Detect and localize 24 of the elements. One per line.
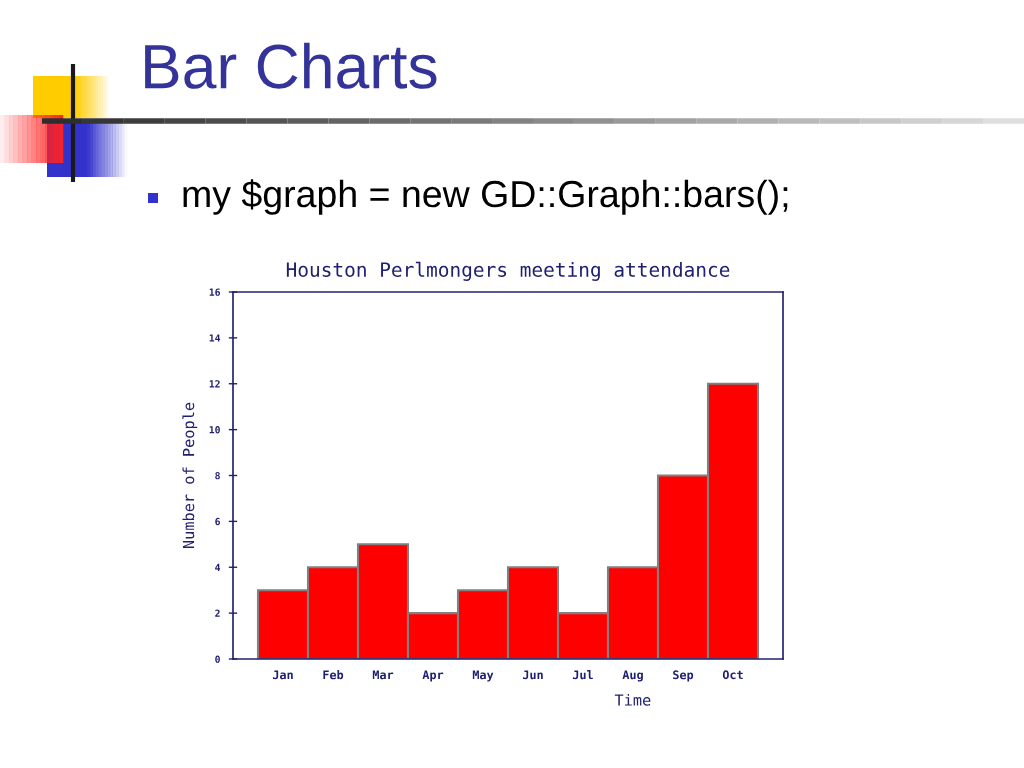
x-tick-label: May — [472, 670, 494, 682]
x-tick-label: Aug — [622, 670, 643, 682]
y-tick-label: 10 — [209, 426, 220, 434]
y-tick-label: 0 — [215, 655, 220, 663]
y-tick-label: 8 — [215, 471, 220, 480]
x-tick-label: Apr — [422, 670, 444, 682]
x-tick-label: Oct — [722, 670, 743, 680]
y-axis-title: Number of People — [182, 402, 198, 549]
x-tick-label: Feb — [323, 670, 344, 680]
y-tick-label: 16 — [209, 288, 220, 296]
text: Bar Charts — [145, 42, 437, 89]
y-tick-label: 12 — [209, 380, 220, 388]
y-tick-label: 2 — [215, 609, 220, 617]
chart-title: Houston Perlmongers meeting attendance — [286, 261, 730, 281]
x-tick-label: Jul — [572, 670, 593, 680]
x-tick-label: Mar — [372, 670, 394, 680]
x-axis-title: Time — [614, 693, 651, 706]
y-tick-label: 4 — [215, 563, 221, 571]
text: my $graph = new GD::Graph::bars(); — [183, 179, 788, 215]
x-tick-label: Jun — [522, 670, 543, 680]
y-tick-label: 6 — [215, 517, 220, 526]
x-tick-label: Jan — [272, 670, 293, 680]
x-tick-label: Sep — [673, 670, 694, 682]
y-tick-label: 14 — [209, 334, 221, 342]
